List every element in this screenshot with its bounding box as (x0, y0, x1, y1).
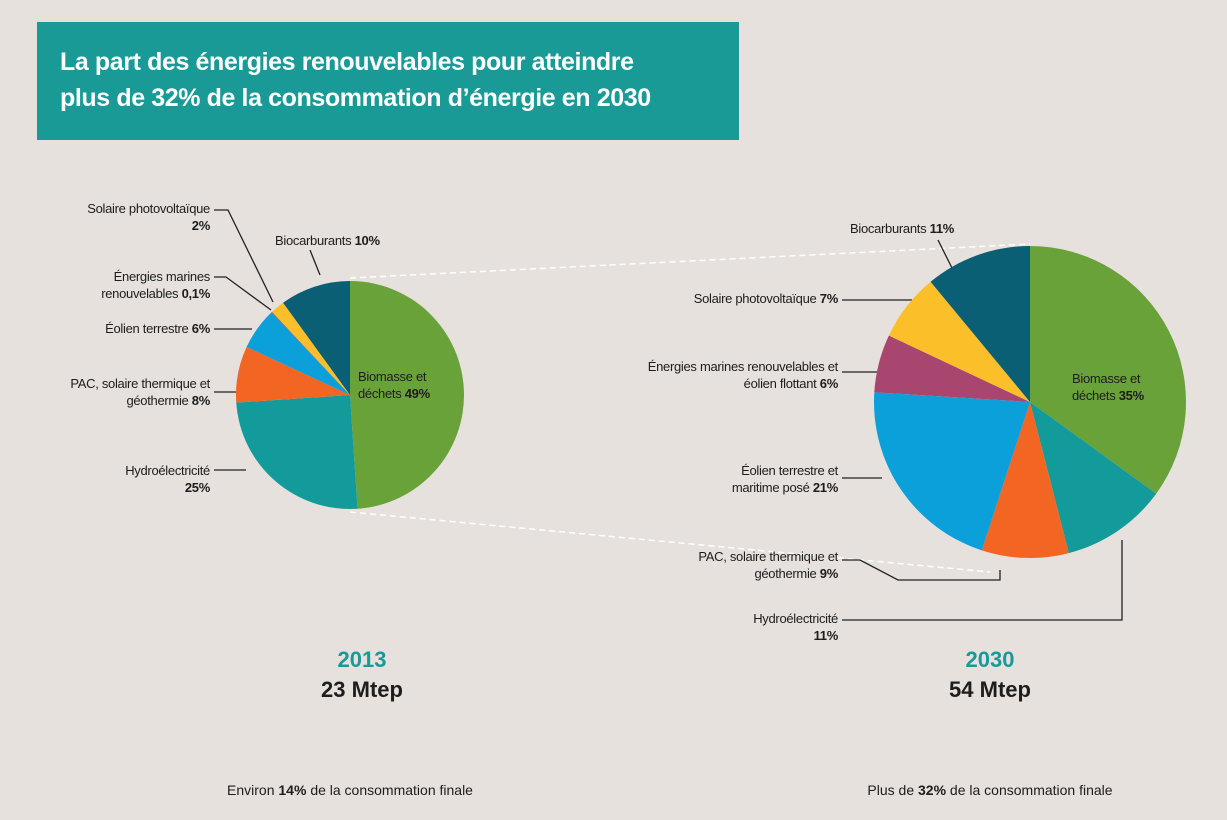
pie-slice (1030, 402, 1157, 554)
slice-label: Biomasse et déchets 35% (1072, 370, 1167, 404)
slice-label: Énergies marines renouvelables et éolien… (638, 358, 839, 392)
slice-name: PAC, solaire thermique et géothermie (698, 549, 838, 581)
slice-value: 6% (191, 321, 211, 336)
pie-slice (350, 281, 465, 509)
note-part: 32% (918, 782, 947, 798)
slice-name: PAC, solaire thermique et géothermie (70, 376, 210, 408)
pies (235, 246, 1187, 559)
note: Plus de 32% de la consommation finale (780, 782, 1200, 798)
total: 23 Mtep (321, 677, 403, 702)
slice-label: PAC, solaire thermique et géothermie 8% (55, 375, 210, 409)
note-part: de la consommation finale (310, 782, 473, 798)
slice-label: Hydroélectricité 11% (728, 610, 838, 644)
note: Environ 14% de la consommation finale (140, 782, 560, 798)
slice-label: Éolien terrestre et maritime posé 21% (696, 462, 838, 496)
pie-slice (272, 302, 350, 395)
slice-name: Biomasse et déchets (1072, 371, 1141, 403)
leader-line (214, 276, 272, 311)
note-part: de la consommation finale (949, 782, 1113, 798)
slice-name: Énergies marines renouvelables et éolien… (647, 359, 839, 391)
pie-slice (888, 281, 1030, 402)
total: 54 Mtep (949, 677, 1031, 702)
pie-slice (874, 335, 1030, 402)
connector (349, 511, 991, 573)
slice-value: 0,1% (181, 286, 211, 301)
slice-label: Énergies marines renouvelables 0,1% (78, 268, 210, 302)
slice-name: Solaire photovoltaïque (693, 291, 817, 306)
note-part: Environ (227, 782, 275, 798)
slice-label: Éolien terrestre 6% (10, 320, 210, 337)
slice-label: Biocarburants 11% (850, 220, 1050, 237)
slice-value: 10% (354, 233, 380, 248)
slice-value: 2% (191, 218, 211, 233)
title-line: La part des énergies renouvelables pour … (60, 48, 634, 76)
pie-slice (271, 311, 350, 395)
slice-value: 49% (404, 386, 430, 401)
pie-slice (236, 395, 358, 509)
pie-slice (930, 246, 1030, 402)
year: 2030 (965, 647, 1015, 672)
pie-slice (981, 402, 1069, 559)
slice-name: Éolien terrestre (105, 321, 189, 336)
slice-label: Biocarburants 10% (275, 232, 475, 249)
year: 2013 (337, 647, 387, 672)
leader-line (214, 209, 274, 303)
title: La part des énergies renouvelables pour … (60, 44, 651, 116)
title-line: plus de 32% de la consommation d’énergie… (60, 84, 651, 112)
pie-slice (246, 312, 350, 395)
slice-name: Hydroélectricité (125, 463, 210, 478)
slice-label: PAC, solaire thermique et géothermie 9% (688, 548, 838, 582)
slice-value: 25% (184, 480, 210, 495)
slice-value: 9% (819, 566, 839, 581)
slice-value: 21% (812, 480, 838, 495)
leader-line (842, 559, 1001, 581)
slice-name: Éolien terrestre et maritime posé (731, 463, 838, 495)
slice-name: Biocarburants (275, 233, 352, 248)
leader-line (309, 249, 321, 276)
title-box (37, 22, 739, 140)
slice-value: 6% (819, 376, 839, 391)
slice-name: Hydroélectricité (753, 611, 838, 626)
connectors (349, 243, 1031, 573)
slice-value: 11% (929, 221, 955, 236)
note-part: 14% (278, 782, 307, 798)
pie-slice (283, 281, 350, 395)
leader-line (937, 239, 953, 269)
slice-name: Solaire photovoltaïque (87, 201, 210, 216)
slice-name: Biomasse et déchets (358, 369, 427, 401)
leader-lines (214, 209, 1123, 621)
slice-value: 7% (819, 291, 839, 306)
slice-label: Solaire photovoltaïque 2% (85, 200, 210, 234)
pie-slice (235, 346, 350, 403)
pie-slice (874, 392, 1030, 551)
slice-label: Hydroélectricité 25% (100, 462, 210, 496)
slice-name: Biocarburants (850, 221, 927, 236)
pie-slice (1030, 246, 1187, 494)
slice-name: Énergies marines renouvelables (101, 269, 210, 301)
leader-line (842, 540, 1123, 621)
slice-label: Solaire photovoltaïque 7% (688, 290, 839, 307)
note-part: Plus de (867, 782, 915, 798)
slice-value: 35% (1118, 388, 1144, 403)
slice-value: 11% (813, 628, 839, 643)
slice-value: 8% (191, 393, 211, 408)
slice-label: Biomasse et déchets 49% (358, 368, 453, 402)
connector (349, 243, 1031, 279)
